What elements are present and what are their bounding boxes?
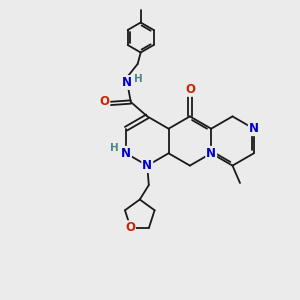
Text: O: O	[185, 83, 195, 96]
Text: N: N	[142, 159, 152, 172]
Text: N: N	[206, 147, 216, 160]
Text: N: N	[122, 76, 132, 89]
Text: H: H	[134, 74, 143, 84]
Text: N: N	[249, 122, 259, 135]
Text: N: N	[121, 147, 131, 160]
Text: O: O	[99, 94, 110, 108]
Text: O: O	[125, 221, 135, 234]
Text: H: H	[110, 143, 119, 153]
